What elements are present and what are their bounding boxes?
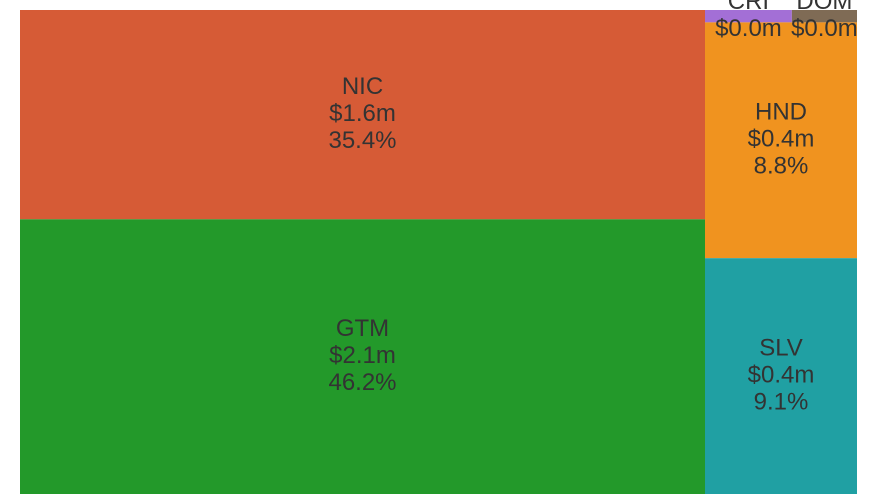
tile xyxy=(705,10,792,23)
value-label: $0.4m xyxy=(748,126,815,153)
percent-label: 35.4% xyxy=(328,127,396,154)
tile-name: SLV xyxy=(759,334,803,361)
tile xyxy=(791,10,857,23)
value-label: $0.0m xyxy=(715,15,782,42)
tile xyxy=(705,22,857,259)
tile xyxy=(20,219,706,494)
value-label: $2.1m xyxy=(329,342,396,369)
tile-name: HND xyxy=(755,99,807,126)
tile-name: GTM xyxy=(336,315,389,342)
tile-name: CRI xyxy=(728,0,769,15)
value-label: $0.4m xyxy=(748,361,815,388)
percent-label: 46.2% xyxy=(328,369,396,396)
percent-label: 9.1% xyxy=(754,388,809,415)
value-label: $0.0m xyxy=(791,15,858,42)
percent-label: 8.8% xyxy=(754,153,809,180)
tile-name: NIC xyxy=(342,73,383,100)
tile xyxy=(705,258,857,494)
tile xyxy=(20,10,706,220)
tile-name: DOM xyxy=(796,0,852,15)
value-label: $1.6m xyxy=(329,100,396,127)
